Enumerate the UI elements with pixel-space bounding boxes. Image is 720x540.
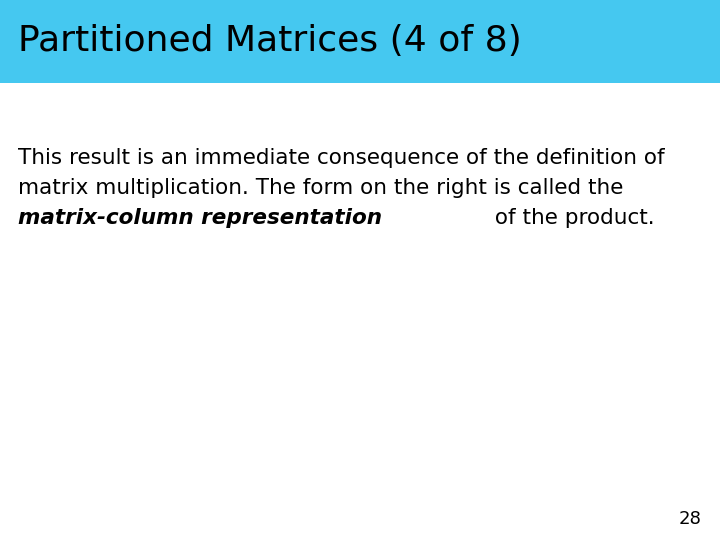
Bar: [0, 0, 720, 83]
Text: matrix-column representation: matrix-column representation: [18, 208, 382, 228]
Text: This result is an immediate consequence of the definition of: This result is an immediate consequence …: [18, 148, 665, 168]
Text: matrix multiplication. The form on the right is called the: matrix multiplication. The form on the r…: [18, 178, 624, 198]
Text: 28: 28: [679, 510, 702, 528]
Text: Partitioned Matrices (4 of 8): Partitioned Matrices (4 of 8): [18, 24, 522, 58]
Text: of the product.: of the product.: [487, 208, 654, 228]
